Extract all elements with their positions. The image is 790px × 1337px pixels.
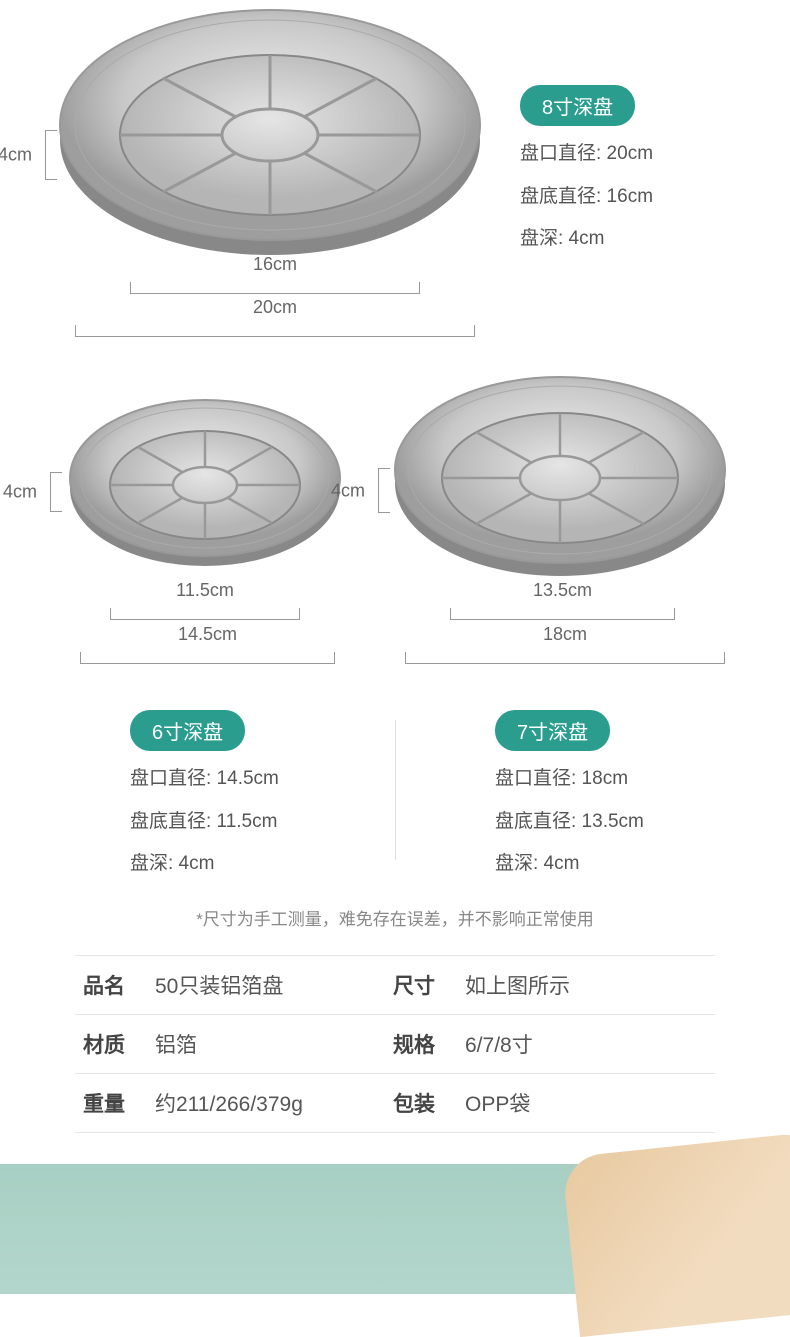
pan8-bot-dia: 盘底直径: 16cm xyxy=(520,183,653,212)
badge-8: 8寸深盘 xyxy=(520,85,635,126)
pan6-top-dim: 14.5cm xyxy=(80,652,335,664)
pan8-top-dim: 20cm xyxy=(75,325,475,337)
pan7-depth: 盘深: 4cm xyxy=(495,850,644,879)
table-key: 规格 xyxy=(385,1015,457,1074)
measurement-note: *尺寸为手工测量，难免存在误差，并不影响正常使用 xyxy=(0,905,790,930)
pan8-depth: 盘深: 4cm xyxy=(520,225,653,254)
pan7-depth-dim: 4cm xyxy=(378,468,390,513)
table-val: 如上图所示 xyxy=(457,956,715,1015)
table-key: 包装 xyxy=(385,1074,457,1133)
pan6-top-dia: 盘口直径: 14.5cm xyxy=(130,765,279,794)
table-val: OPP袋 xyxy=(457,1074,715,1133)
pan6-specs: 6寸深盘 盘口直径: 14.5cm 盘底直径: 11.5cm 盘深: 4cm xyxy=(130,710,279,879)
pan8-top-dia: 盘口直径: 20cm xyxy=(520,140,653,169)
table-val: 6/7/8寸 xyxy=(457,1015,715,1074)
table-key: 尺寸 xyxy=(385,956,457,1015)
bottom-banner xyxy=(0,1164,790,1294)
pan6-depth-dim: 4cm xyxy=(50,472,62,512)
spec-divider xyxy=(395,720,396,860)
table-key: 重量 xyxy=(75,1074,147,1133)
product-table: 品名50只装铝箔盘尺寸如上图所示材质铝箔规格6/7/8寸重量约211/266/3… xyxy=(0,955,790,1133)
pan8-depth-dim: 4cm xyxy=(45,130,57,180)
table-val: 铝箔 xyxy=(147,1015,385,1074)
table-val: 约211/266/379g xyxy=(147,1074,385,1133)
table-val: 50只装铝箔盘 xyxy=(147,956,385,1015)
pan7-top-dim: 18cm xyxy=(405,652,725,664)
pan-7-image xyxy=(390,370,730,580)
pan8-bottom-dim: 16cm xyxy=(130,282,420,294)
pan7-bot-dia: 盘底直径: 13.5cm xyxy=(495,808,644,837)
pan6-depth: 盘深: 4cm xyxy=(130,850,279,879)
badge-6: 6寸深盘 xyxy=(130,710,245,751)
table-key: 品名 xyxy=(75,956,147,1015)
table-key: 材质 xyxy=(75,1015,147,1074)
pan7-specs: 7寸深盘 盘口直径: 18cm 盘底直径: 13.5cm 盘深: 4cm xyxy=(495,710,644,879)
pan8-specs: 8寸深盘 盘口直径: 20cm 盘底直径: 16cm 盘深: 4cm xyxy=(520,85,653,254)
pan6-bottom-dim: 11.5cm xyxy=(110,608,300,620)
pan-8-image xyxy=(55,0,485,255)
pan7-top-dia: 盘口直径: 18cm xyxy=(495,765,644,794)
pan7-bottom-dim: 13.5cm xyxy=(450,608,675,620)
badge-7: 7寸深盘 xyxy=(495,710,610,751)
pan-6-image xyxy=(65,390,345,570)
pan6-bot-dia: 盘底直径: 11.5cm xyxy=(130,808,279,837)
